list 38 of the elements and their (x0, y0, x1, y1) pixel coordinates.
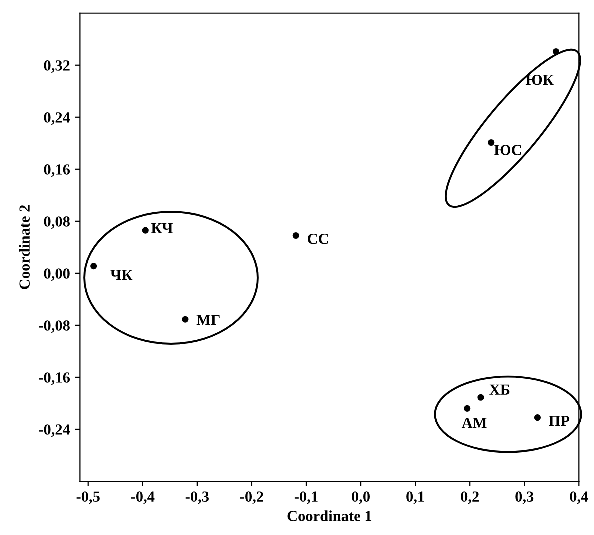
x-axis-title: Coordinate 1 (288, 510, 372, 522)
point (478, 394, 484, 401)
y-tick-label: 0,08 (44, 216, 70, 230)
point (90, 263, 98, 270)
y-tick-label: -0,08 (39, 320, 70, 334)
x-tick-label: 0,4 (570, 492, 588, 504)
y-axis-title: Coordinate 2 (19, 205, 30, 290)
point (534, 414, 541, 422)
x-tick-label: -0,3 (186, 492, 209, 504)
annotation: ХБ (490, 384, 510, 395)
x-tick-label: 0,3 (516, 492, 534, 504)
annotation: МГ (196, 315, 220, 326)
point (292, 232, 300, 240)
point (552, 48, 560, 56)
annotation: КЧ (151, 223, 174, 234)
annotation: ЮК (526, 74, 554, 86)
point (182, 316, 189, 323)
point (488, 139, 495, 146)
y-tick-label: 0,32 (44, 60, 70, 74)
y-tick-label: 0,24 (44, 112, 70, 126)
y-tick-label: -0,16 (39, 372, 70, 386)
annotation: ПР (549, 416, 570, 426)
annotation: ЮС (494, 145, 522, 156)
y-tick-label: 0,16 (44, 164, 70, 178)
x-tick-label: -0,2 (240, 492, 264, 504)
annotation: СС (308, 234, 328, 244)
y-tick-label: 0,00 (44, 268, 70, 282)
x-tick-label: -0,5 (76, 492, 100, 504)
x-tick-label: -0,4 (131, 492, 155, 504)
x-tick-label: -0,1 (294, 492, 318, 504)
x-tick-label: 0,2 (461, 492, 479, 504)
x-tick-label: 0,1 (406, 492, 424, 504)
annotation: ЧК (110, 270, 133, 280)
point (142, 227, 149, 234)
annotation: АМ (462, 418, 487, 428)
x-tick-label: 0,0 (352, 492, 370, 504)
point (464, 405, 471, 412)
y-tick-label: -0,24 (39, 424, 70, 438)
